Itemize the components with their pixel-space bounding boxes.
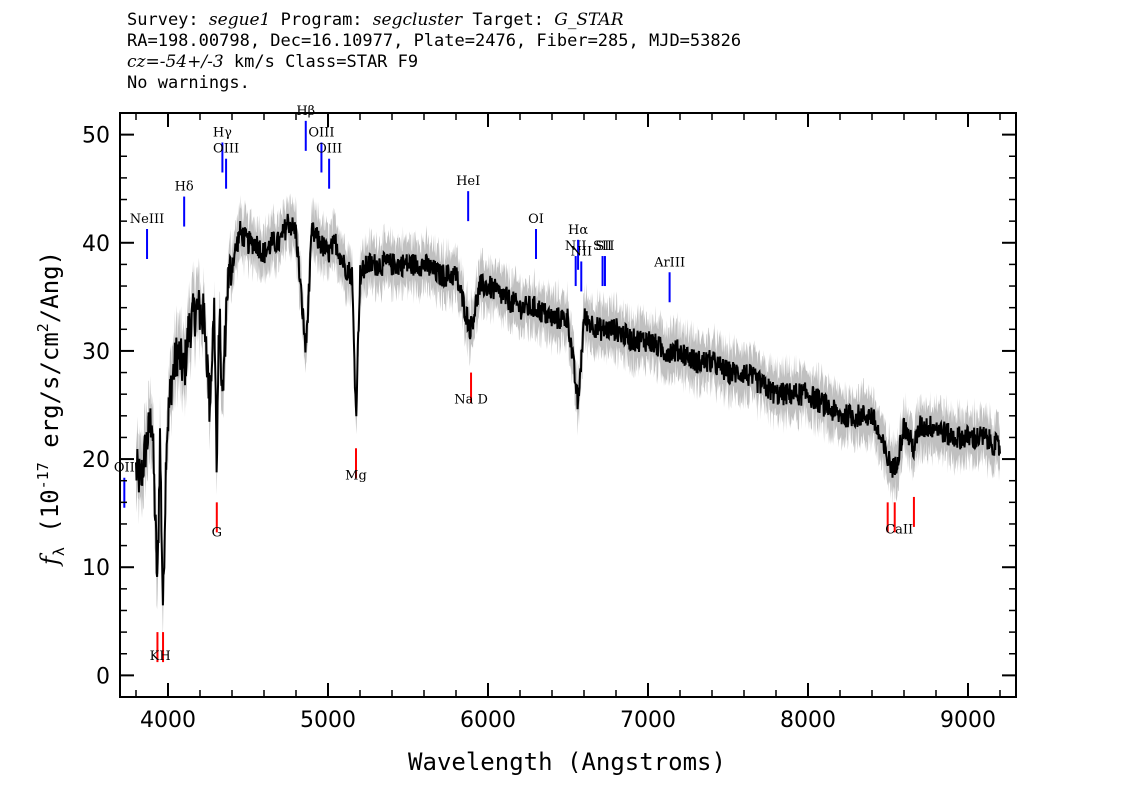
emission-line-label: Hα: [568, 223, 588, 238]
x-tick-label: 5000: [300, 708, 356, 733]
absorption-line-label: Mg: [345, 468, 367, 483]
emission-line-label: Hδ: [175, 180, 194, 195]
emission-line-label: ArIII: [653, 255, 685, 270]
flux-line: [135, 213, 1001, 606]
emission-line-label: SII: [593, 239, 612, 254]
emission-line-label: OIII: [308, 125, 334, 140]
emission-line-label: NII: [565, 239, 587, 254]
header-line-4: No warnings.: [127, 73, 250, 93]
y-axis-title-exp2: 2: [34, 323, 52, 332]
flux-series: [135, 213, 1001, 611]
header-line-1: Survey: segue1 Program: segcluster Targe…: [127, 10, 741, 31]
y-axis-title: fλ (10-17 erg/s/cm2/Ang): [34, 251, 68, 567]
flux-error-band: [136, 193, 1000, 638]
y-axis-title-c: /Ang): [36, 251, 64, 323]
x-tick-label: 9000: [940, 708, 996, 733]
program-value: segcluster: [372, 10, 463, 30]
y-axis-title-exp: -17: [34, 462, 52, 489]
emission-line-label: OII: [114, 461, 135, 476]
x-axis-title: Wavelength (Angstroms): [408, 748, 726, 776]
x-tick-label: 6000: [460, 708, 516, 733]
axes: 4000 5000 6000 7000 8000 9000 0 10 20 30 40 50: [82, 113, 1016, 733]
x-tick-label: 8000: [780, 708, 836, 733]
emission-line-label: HeI: [456, 174, 480, 189]
absorption-line-label: CaII: [885, 522, 913, 537]
header-line-3: cz=-54+/-3 km/s Class=STAR F9: [127, 52, 741, 73]
cz-label: cz=: [127, 52, 160, 72]
y-axis-title-b: erg/s/cm: [36, 332, 64, 462]
emission-line-label: NeIII: [130, 212, 164, 227]
survey-value: segue1: [208, 10, 271, 30]
target-label: Target:: [472, 10, 545, 30]
y-axis-title-a: (10: [36, 489, 64, 547]
survey-label: Survey:: [127, 10, 199, 30]
class-info: km/s Class=STAR F9: [223, 52, 419, 72]
y-tick-label: 30: [82, 340, 110, 365]
cz-value: -54+/-3: [159, 52, 224, 72]
emission-line-label: OIII: [213, 142, 239, 157]
absorption-line-label: Na D: [454, 393, 488, 408]
emission-line-label: NII: [570, 244, 592, 259]
error-band: [136, 193, 1000, 638]
absorption-line-label: KH: [150, 649, 171, 664]
x-tick-label: 7000: [620, 708, 676, 733]
header-line-2: RA=198.00798, Dec=16.10977, Plate=2476, …: [127, 31, 742, 51]
y-tick-label: 40: [82, 232, 110, 257]
target-value: G_STAR: [554, 10, 624, 30]
program-label: Program:: [280, 10, 363, 30]
y-axis-title-sub: λ: [50, 547, 68, 556]
x-tick-label: 4000: [140, 708, 196, 733]
spectrum-header: Survey: segue1 Program: segcluster Targe…: [127, 10, 741, 94]
emission-line-label: OI: [528, 212, 544, 227]
absorption-line-label: G: [212, 526, 222, 541]
y-tick-label: 20: [82, 448, 110, 473]
emission-line-label: SII: [595, 239, 614, 254]
plot-frame: [119, 112, 1017, 698]
emission-line-label: Hβ: [296, 104, 315, 119]
y-tick-label: 50: [82, 124, 110, 149]
y-tick-label: 10: [82, 556, 110, 581]
emission-line-label: Hγ: [213, 125, 232, 140]
y-tick-label: 0: [96, 664, 110, 689]
emission-line-label: OIII: [316, 142, 342, 157]
